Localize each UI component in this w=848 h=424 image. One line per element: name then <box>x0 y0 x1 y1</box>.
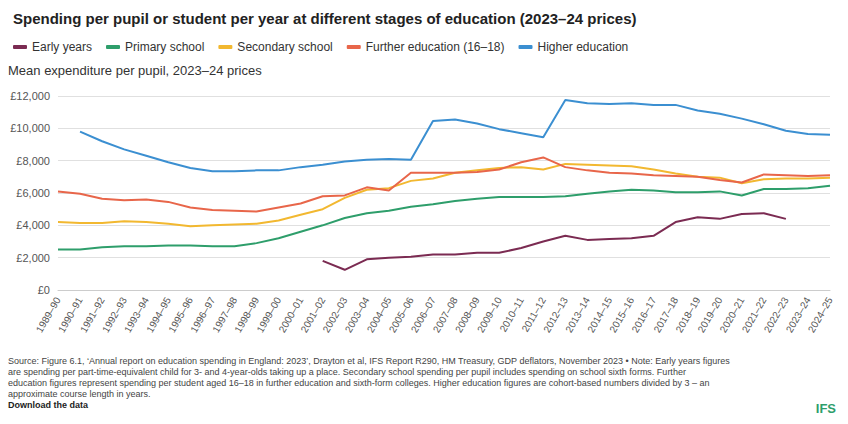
svg-text:2022–23: 2022–23 <box>761 295 791 335</box>
svg-text:2010–11: 2010–11 <box>497 295 526 334</box>
svg-text:2014–15: 2014–15 <box>585 295 615 335</box>
svg-text:2011–12: 2011–12 <box>519 295 548 334</box>
svg-text:Spending per pupil or student: Spending per pupil or student per year a… <box>13 10 636 27</box>
svg-text:IFS: IFS <box>816 401 837 416</box>
svg-text:2004–05: 2004–05 <box>364 295 394 335</box>
svg-text:£10,000: £10,000 <box>10 122 50 134</box>
svg-text:2008–09: 2008–09 <box>452 295 482 335</box>
svg-text:Primary school: Primary school <box>125 40 204 54</box>
svg-text:2007–08: 2007–08 <box>430 295 460 335</box>
svg-text:2002–03: 2002–03 <box>320 295 350 335</box>
svg-text:Download the data: Download the data <box>8 400 89 410</box>
svg-text:2023–24: 2023–24 <box>783 295 813 335</box>
svg-text:1995–96: 1995–96 <box>166 295 196 335</box>
svg-text:1991–92: 1991–92 <box>77 295 107 335</box>
svg-text:£2,000: £2,000 <box>16 252 50 264</box>
svg-text:£6,000: £6,000 <box>16 187 50 199</box>
svg-text:Secondary school: Secondary school <box>237 40 332 54</box>
svg-text:2003–04: 2003–04 <box>342 295 372 335</box>
svg-text:2020–21: 2020–21 <box>717 295 747 335</box>
svg-text:are spending per part-time-equ: are spending per part-time-equivalent ch… <box>8 367 686 377</box>
svg-text:education figures represent sp: education figures represent spending per… <box>8 378 709 388</box>
svg-text:approximate course length in y: approximate course length in years. <box>8 389 151 399</box>
svg-text:£8,000: £8,000 <box>16 155 50 167</box>
svg-text:2001–02: 2001–02 <box>298 295 328 335</box>
svg-text:£12,000: £12,000 <box>10 90 50 102</box>
svg-text:1992–93: 1992–93 <box>100 295 129 335</box>
svg-text:Mean expenditure per pupil, 20: Mean expenditure per pupil, 2023–24 pric… <box>8 63 262 78</box>
svg-text:£4,000: £4,000 <box>16 219 50 231</box>
svg-text:1990–91: 1990–91 <box>55 295 85 335</box>
svg-text:1989–90: 1989–90 <box>33 295 63 335</box>
svg-text:2024–25: 2024–25 <box>806 295 835 335</box>
svg-text:2005–06: 2005–06 <box>386 295 416 335</box>
svg-text:1993–94: 1993–94 <box>122 295 151 335</box>
svg-text:Early years: Early years <box>32 40 92 54</box>
svg-text:2009–10: 2009–10 <box>474 295 504 335</box>
svg-text:2012–13: 2012–13 <box>541 295 571 335</box>
svg-text:2013–14: 2013–14 <box>563 295 593 335</box>
svg-text:1994–95: 1994–95 <box>144 295 173 335</box>
svg-text:Source: Figure 6.1, ‘Annual re: Source: Figure 6.1, ‘Annual report on ed… <box>8 356 730 366</box>
svg-text:1996–97: 1996–97 <box>188 295 218 335</box>
svg-text:2016–17: 2016–17 <box>629 295 659 335</box>
svg-text:£0: £0 <box>38 284 50 296</box>
svg-text:Further education (16–18): Further education (16–18) <box>366 40 505 54</box>
svg-text:2017–18: 2017–18 <box>651 295 681 335</box>
svg-text:2015–16: 2015–16 <box>607 295 637 335</box>
svg-text:1997–98: 1997–98 <box>210 295 240 335</box>
svg-text:2021–22: 2021–22 <box>739 295 769 335</box>
svg-text:2000–01: 2000–01 <box>276 295 306 335</box>
svg-text:1998–99: 1998–99 <box>232 295 262 335</box>
svg-text:1999–00: 1999–00 <box>254 295 284 335</box>
svg-text:2019–20: 2019–20 <box>695 295 725 335</box>
svg-text:2018–19: 2018–19 <box>673 295 703 335</box>
svg-text:2006–07: 2006–07 <box>408 295 438 335</box>
svg-text:Higher education: Higher education <box>538 40 629 54</box>
